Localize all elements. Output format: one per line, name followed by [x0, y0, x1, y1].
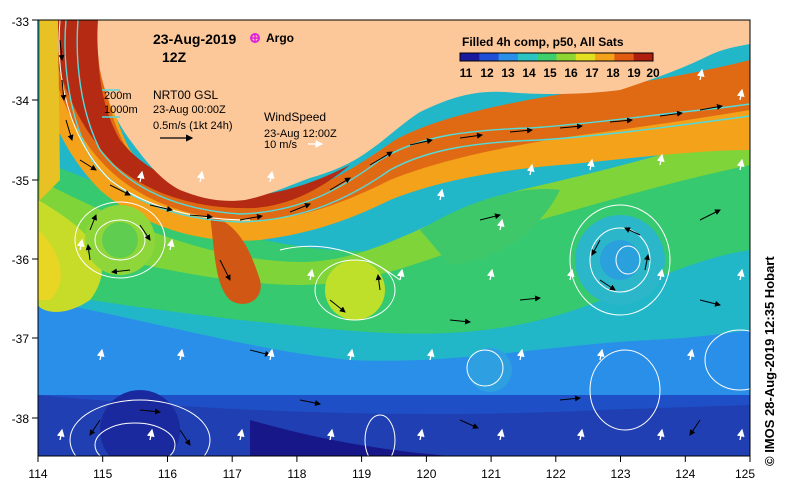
- colorbar-swatch: [575, 53, 596, 61]
- lon-tick: 119: [352, 467, 371, 481]
- lon-tick: 114: [28, 467, 47, 481]
- map-date: 23-Aug-2019: [153, 31, 236, 47]
- colorbar-swatch: [537, 53, 557, 61]
- currents-time: 23-Aug 00:00Z: [153, 104, 226, 116]
- colorbar-tick: 11: [460, 66, 473, 80]
- axis-ticks: [32, 19, 751, 462]
- lat-tick-labels: -33 -34 -35 -36 -37 -38: [12, 15, 30, 426]
- colorbar-swatch: [517, 53, 538, 61]
- lon-tick: 118: [287, 467, 306, 481]
- lon-tick: 122: [546, 467, 566, 481]
- currents-scale-label: 0.5m/s (1kt 24h): [153, 120, 232, 132]
- colorbar-tick: 19: [627, 66, 641, 80]
- lat-tick: -37: [12, 332, 30, 346]
- wind-time: 23-Aug 12:00Z: [264, 128, 337, 140]
- lat-tick: -34: [12, 94, 30, 108]
- colorbar-ticks: 11 12 13 14 15 16 17 18 19 20: [460, 66, 660, 80]
- colorbar-tick: 15: [543, 66, 557, 80]
- colorbar-tick: 18: [606, 66, 620, 80]
- lon-tick: 123: [610, 467, 630, 481]
- colorbar-swatch: [556, 53, 577, 61]
- product-title: Filled 4h comp, p50, All Sats: [462, 35, 624, 49]
- lon-tick-labels: 114 115 116 117 118 119 120 121 122 123 …: [28, 467, 755, 481]
- imos-credit: © IMOS 28-Aug-2019 12:35 Hobart: [762, 256, 777, 466]
- wind-vectors: [56, 68, 745, 441]
- argo-label: Argo: [266, 31, 294, 45]
- lon-tick: 116: [158, 467, 177, 481]
- colorbar-swatch: [479, 53, 500, 61]
- lat-tick: -38: [12, 412, 30, 426]
- lat-tick: -33: [12, 15, 30, 29]
- colorbar-tick: 16: [564, 66, 578, 80]
- lon-tick: 124: [675, 467, 695, 481]
- lon-tick: 125: [735, 467, 755, 481]
- argo-marker-icon: [250, 33, 260, 43]
- lon-tick: 121: [481, 467, 501, 481]
- colorbar-swatch: [498, 53, 519, 61]
- contour-200m-label: 200m: [104, 90, 132, 102]
- lat-tick: -36: [12, 253, 30, 267]
- colorbar-swatch: [460, 53, 480, 61]
- colorbar: [459, 52, 654, 62]
- lat-tick: -35: [12, 174, 30, 188]
- map-hour: 12Z: [162, 49, 187, 65]
- colorbar-tick: 20: [646, 66, 660, 80]
- colorbar-tick: 17: [585, 66, 599, 80]
- wind-scale-label: 10 m/s: [264, 139, 298, 151]
- current-vectors: [58, 39, 723, 446]
- lon-tick: 117: [223, 467, 242, 481]
- colorbar-border: [459, 52, 654, 62]
- colorbar-tick: 14: [522, 66, 536, 80]
- contour-200m: [76, 20, 750, 215]
- contour-1000m-label: 1000m: [104, 104, 138, 116]
- colorbar-tick: 13: [501, 66, 515, 80]
- colorbar-tick: 12: [480, 66, 494, 80]
- land-mass: [97, 20, 750, 201]
- lon-tick: 120: [416, 467, 436, 481]
- colorbar-swatch: [595, 53, 615, 61]
- currents-source: NRT00 GSL: [153, 88, 218, 102]
- colorbar-swatch: [633, 53, 654, 61]
- lon-tick: 115: [93, 467, 112, 481]
- wind-title: WindSpeed: [264, 110, 326, 124]
- colorbar-swatch: [614, 53, 635, 61]
- sst-field: [38, 20, 750, 456]
- plot-frame: [37, 19, 751, 457]
